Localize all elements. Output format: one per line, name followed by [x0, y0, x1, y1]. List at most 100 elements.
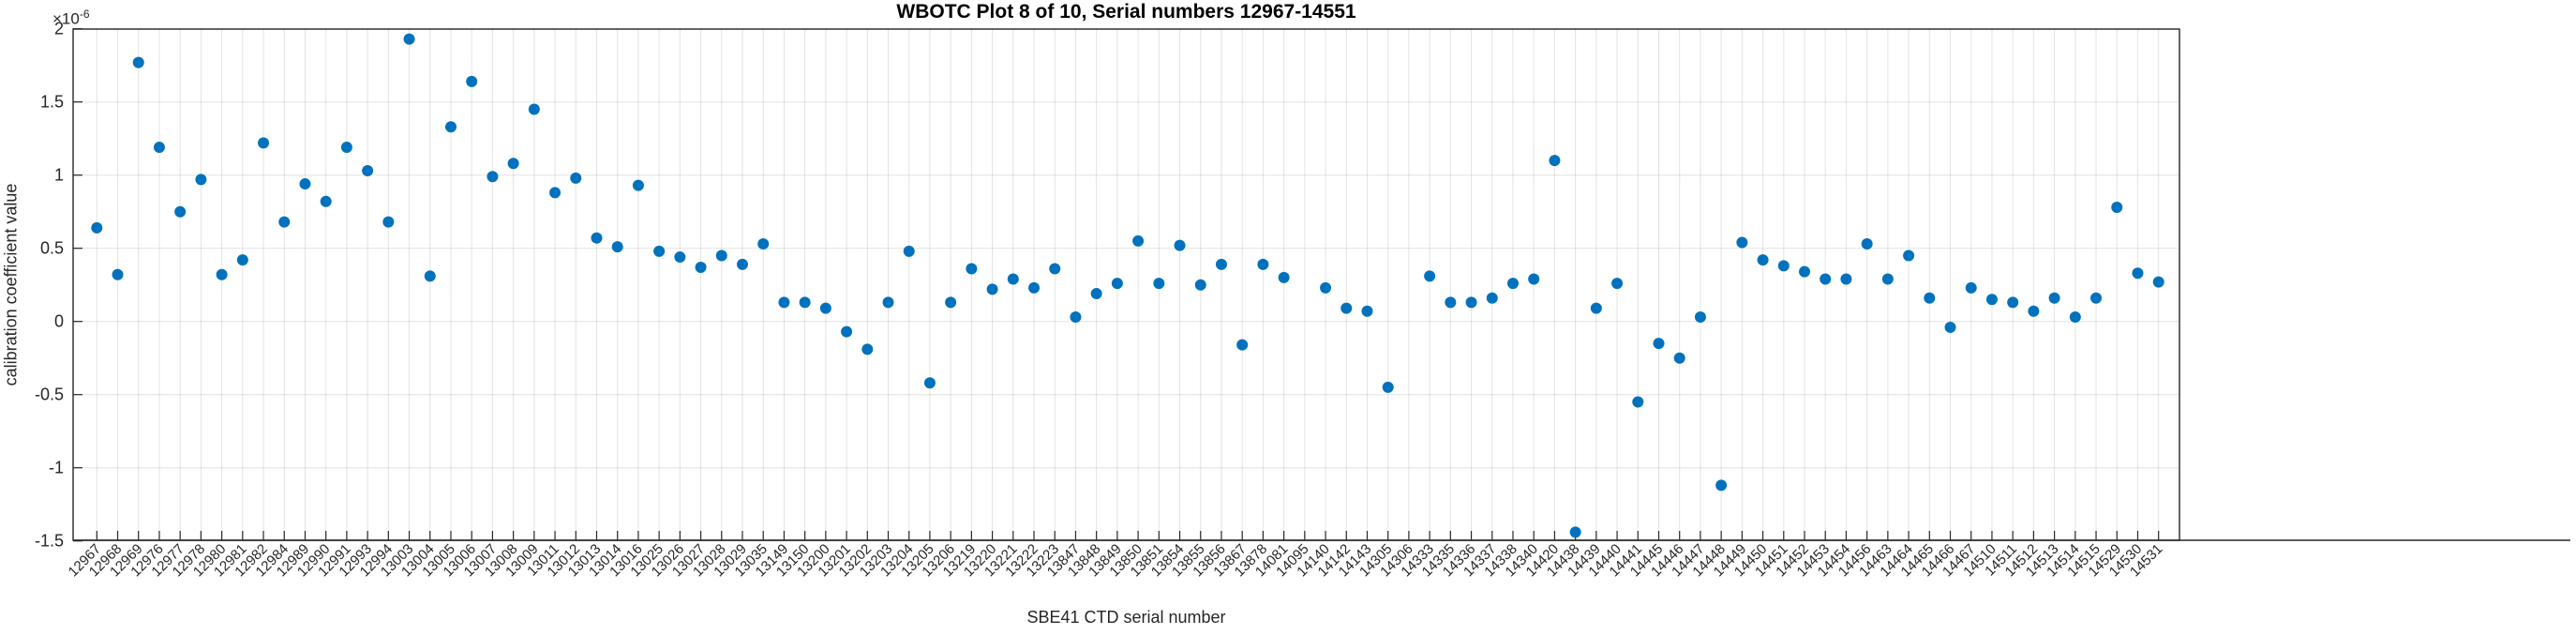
data-point [2048, 292, 2060, 304]
data-point [1549, 155, 1561, 167]
data-point [695, 261, 707, 273]
data-point [1903, 249, 1915, 262]
data-point [424, 270, 436, 282]
data-point [1049, 263, 1061, 275]
data-point [2111, 202, 2123, 214]
data-point [736, 258, 748, 270]
data-point [278, 216, 291, 228]
data-point [1153, 278, 1165, 290]
data-point [507, 158, 519, 170]
data-point [1653, 338, 1665, 350]
data-point [1965, 281, 1977, 294]
data-point [1757, 254, 1769, 266]
y-tick-label: 0 [54, 312, 64, 331]
data-point [966, 263, 978, 275]
data-point [1320, 281, 1332, 294]
data-point [1611, 278, 1624, 290]
data-point [112, 268, 124, 280]
data-point [1090, 288, 1102, 300]
data-point [986, 283, 998, 295]
data-point [1445, 296, 1457, 309]
data-point [1194, 279, 1206, 291]
data-point [91, 221, 103, 234]
y-tick-label: 2 [54, 20, 64, 38]
data-point [2132, 267, 2144, 280]
data-point [2152, 276, 2164, 288]
data-point [1174, 239, 1186, 251]
data-point [1111, 278, 1123, 290]
data-point [549, 187, 562, 199]
data-point [362, 165, 374, 177]
data-point [1486, 292, 1498, 304]
data-point [674, 251, 686, 264]
y-tick-label: -1 [49, 459, 64, 477]
data-point [1777, 260, 1790, 272]
data-point [320, 195, 332, 207]
data-point [382, 216, 395, 228]
data-point [1944, 321, 1956, 333]
data-point [1257, 258, 1269, 270]
data-point [1340, 302, 1353, 314]
data-point [466, 75, 478, 87]
y-tick-label: 0.5 [40, 239, 64, 258]
data-point [903, 245, 915, 257]
data-point [1382, 381, 1394, 393]
data-point [819, 302, 831, 314]
data-point [1528, 273, 1540, 285]
data-point [1028, 281, 1041, 294]
data-point [1840, 273, 1852, 285]
data-point [340, 142, 352, 154]
data-point [1465, 296, 1477, 309]
data-point [1861, 238, 1873, 250]
chart-title: WBOTC Plot 8 of 10, Serial numbers 12967… [896, 1, 1356, 23]
data-point [153, 142, 165, 154]
data-point [1985, 294, 1998, 306]
data-point [945, 296, 957, 309]
data-point [1132, 234, 1145, 247]
data-point [403, 33, 415, 45]
data-point [1924, 292, 1936, 304]
data-point [2090, 292, 2103, 304]
data-point [1361, 305, 1373, 317]
data-point [1007, 273, 1019, 285]
data-point [299, 178, 311, 190]
data-point [1070, 311, 1082, 324]
data-point [799, 296, 811, 309]
y-tick-label: -0.5 [35, 386, 64, 404]
data-point [715, 249, 727, 262]
data-point [611, 241, 623, 253]
data-point [1799, 265, 1811, 278]
data-point [2069, 311, 2081, 324]
data-point [757, 238, 770, 250]
data-point [174, 205, 187, 218]
data-point [653, 245, 666, 257]
data-point [1820, 273, 1832, 285]
y-tick-label: 1 [54, 166, 64, 185]
x-axis-label: SBE41 CTD serial number [1026, 608, 1226, 627]
data-point [1424, 270, 1436, 282]
data-point [2007, 296, 2019, 309]
data-point [487, 171, 499, 183]
data-point [1632, 396, 1644, 408]
data-point [1569, 526, 1581, 538]
data-point [258, 137, 270, 149]
y-axis-exponent: ×10-6 [52, 8, 90, 28]
data-point [236, 254, 248, 266]
data-point [1236, 339, 1249, 351]
data-point [216, 268, 228, 280]
data-point [591, 232, 603, 244]
data-point [2028, 305, 2040, 317]
data-point [1715, 479, 1728, 491]
data-point [1590, 302, 1602, 314]
data-point [132, 56, 144, 68]
data-point [528, 103, 540, 115]
data-point [841, 325, 853, 338]
data-point [778, 296, 790, 309]
data-point [1736, 236, 1748, 249]
data-point [861, 343, 874, 355]
data-point [444, 121, 457, 133]
data-point [923, 377, 936, 389]
y-tick-label: -1.5 [35, 532, 64, 551]
data-point [1694, 311, 1706, 324]
